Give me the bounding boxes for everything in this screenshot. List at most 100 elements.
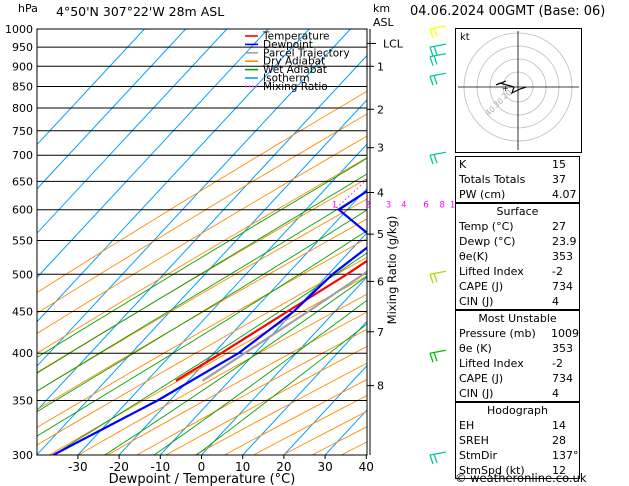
surface-title: Surface	[456, 203, 579, 219]
surface-index-key: θe(K)	[459, 250, 489, 263]
pressure-tick-label: 1000	[5, 23, 33, 36]
pressure-tick-label: 700	[12, 149, 33, 162]
asl-label: ASL	[373, 16, 394, 29]
km-label: km	[373, 2, 391, 15]
dry-adiabat	[37, 256, 367, 446]
mixing-ratio-line	[404, 29, 455, 210]
legend-label: Isotherm	[263, 73, 310, 85]
dry-adiabat	[224, 378, 367, 455]
dry-adiabat	[48, 275, 367, 455]
unstable-index-row: Pressure (mb) 1009	[456, 326, 579, 341]
wet-adiabat	[153, 299, 367, 455]
dry-adiabat	[37, 237, 367, 428]
location-title: 4°50'N 307°22'W 28m ASL	[56, 4, 225, 19]
general-index-key: PW (cm)	[459, 188, 506, 201]
isotherm-line	[37, 29, 187, 190]
wind-barb-staff	[429, 349, 447, 354]
wind-barb	[429, 151, 447, 165]
km-tick-label: 1	[377, 60, 384, 73]
unstable-index-key: θe (K)	[459, 342, 492, 355]
temperature-tick-label: 40	[359, 460, 374, 474]
hodograph-index-row: StmDir 137°	[456, 448, 579, 463]
surface-index-value: 734	[552, 280, 573, 293]
isotherm-line	[37, 54, 367, 412]
pressure-tick-label: 500	[12, 268, 33, 281]
dry-adiabat	[37, 198, 367, 392]
wind-barb-flag	[433, 27, 438, 38]
unstable-index-row: θe (K) 353	[456, 341, 579, 356]
hodograph-title: Hodograph	[456, 402, 579, 418]
temperature-tick-label: 20	[276, 460, 291, 474]
isotherm-line	[77, 143, 367, 455]
surface-index-value: 353	[552, 250, 573, 263]
isotherm-line	[408, 29, 456, 455]
temperature-tick-label: -20	[109, 460, 129, 474]
wind-barb-flag	[429, 28, 434, 39]
mixing-ratio-line	[368, 29, 455, 210]
wind-barb-staff	[429, 270, 447, 275]
wind-barb	[429, 349, 447, 363]
wind-barb	[429, 270, 447, 284]
hodograph-index-row: EH 14	[456, 418, 579, 433]
legend-label: Parcel Trajectory	[263, 47, 350, 59]
unstable-index-row: CIN (J) 4	[456, 386, 579, 401]
km-tick-label: 3	[377, 142, 384, 155]
wind-barb	[429, 43, 447, 57]
wind-barb-flag	[429, 46, 434, 57]
mixing-ratio-label: 2	[365, 201, 370, 211]
surface-index-row: Lifted Index -2	[456, 264, 579, 279]
hodograph-unit-label: kt	[460, 32, 470, 43]
general-index-value: 15	[552, 158, 566, 171]
general-index-row: K 15	[456, 157, 579, 172]
hodograph-index-value: 12	[552, 464, 566, 477]
dry-adiabat	[78, 293, 367, 455]
pressure-tick-label: 550	[12, 235, 33, 248]
hodograph-index-value: 28	[552, 434, 566, 447]
mixing-ratio-line	[389, 29, 455, 210]
km-tick-label: 7	[377, 326, 384, 339]
temperature-tick-label: 10	[235, 460, 250, 474]
isotherm-line	[37, 99, 367, 455]
isotherm-line	[37, 29, 310, 323]
wind-barb-staff	[429, 25, 447, 30]
hodograph-index-key: StmDir	[459, 449, 498, 462]
pressure-tick-label: 750	[12, 125, 33, 138]
mixing-ratio-label: 8	[440, 201, 445, 211]
surface-index-row: Temp (°C) 27	[456, 219, 579, 234]
wind-barb-flag	[429, 353, 434, 363]
isotherm-line	[201, 276, 367, 455]
pressure-tick-label: 800	[12, 102, 33, 115]
general-indices: K 15 Totals Totals 37 PW (cm) 4.07	[455, 156, 580, 202]
wind-barb-staff	[429, 151, 447, 156]
surface-index-row: CAPE (J) 734	[456, 279, 579, 294]
hodograph-index-key: SREH	[459, 434, 489, 447]
general-index-row: Totals Totals 37	[456, 172, 579, 187]
isotherm-line	[37, 29, 269, 279]
wind-barb-flag	[429, 454, 434, 465]
wind-barb	[429, 72, 447, 86]
profile-dewpoint	[52, 189, 367, 455]
x-axis-title: Dewpoint / Temperature (°C)	[109, 472, 296, 486]
mixing-ratio-label: 1	[332, 201, 337, 211]
km-tick-label: 8	[377, 380, 384, 393]
temperature-tick-label: 30	[317, 460, 332, 474]
unstable-index-key: CIN (J)	[459, 387, 494, 400]
wind-barb	[429, 52, 447, 66]
wind-barb-flag	[433, 453, 438, 464]
surface-index-row: Dewp (°C) 23.9	[456, 234, 579, 249]
copyright-footer[interactable]: © weatheronline.co.uk	[455, 471, 587, 485]
legend-label: Wet Adiabat	[263, 64, 327, 76]
wind-barb-flag	[433, 55, 438, 65]
datetime-title: 04.06.2024 00GMT (Base: 06)	[410, 4, 606, 19]
surface-index-value: -2	[552, 265, 563, 278]
dry-adiabat	[136, 328, 367, 455]
unstable-index-value: 4	[552, 387, 559, 400]
temperature-tick-label: -10	[150, 460, 170, 474]
dry-adiabat	[107, 311, 367, 455]
legend-label: Dewpoint	[263, 39, 313, 51]
wind-barb-staff	[429, 451, 447, 456]
wind-barb-staff	[429, 43, 447, 48]
hodograph-indices: Hodograph EH 14 SREH 28 StmDir 137° StmSpd (kt…	[455, 401, 580, 479]
skewt-chart: 3003504004505005506006507007508008509009…	[5, 23, 456, 486]
general-index-key: K	[459, 158, 467, 171]
